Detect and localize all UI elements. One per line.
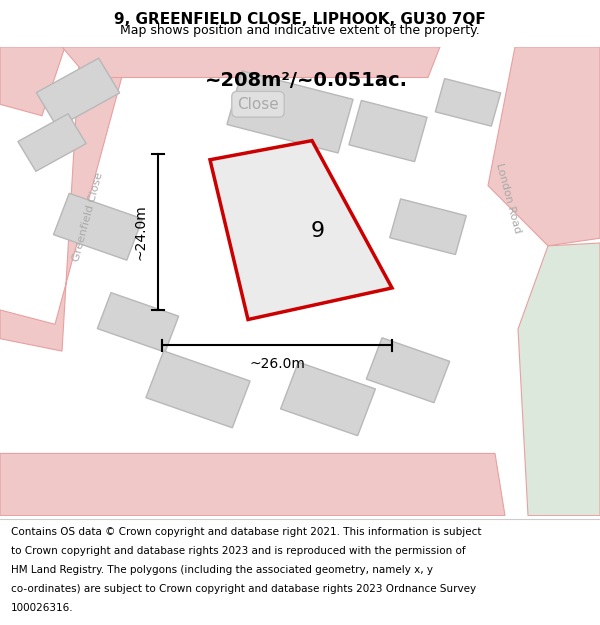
Polygon shape — [146, 351, 250, 428]
Polygon shape — [210, 141, 392, 319]
Text: Contains OS data © Crown copyright and database right 2021. This information is : Contains OS data © Crown copyright and d… — [11, 526, 481, 536]
Text: Close: Close — [237, 97, 279, 112]
Text: 100026316.: 100026316. — [11, 603, 73, 613]
Polygon shape — [281, 362, 376, 436]
Polygon shape — [390, 199, 466, 254]
Text: London Road: London Road — [494, 162, 522, 234]
Polygon shape — [0, 454, 505, 516]
Text: Greenfield Close: Greenfield Close — [71, 171, 105, 263]
Text: 9: 9 — [311, 221, 325, 241]
Polygon shape — [0, 47, 65, 116]
Polygon shape — [53, 193, 143, 260]
Polygon shape — [518, 243, 600, 516]
Text: ~24.0m: ~24.0m — [134, 204, 148, 260]
Polygon shape — [97, 292, 179, 352]
Polygon shape — [18, 114, 86, 171]
Polygon shape — [37, 58, 119, 127]
Polygon shape — [436, 79, 500, 126]
Polygon shape — [62, 47, 440, 78]
Polygon shape — [367, 338, 449, 402]
Text: co-ordinates) are subject to Crown copyright and database rights 2023 Ordnance S: co-ordinates) are subject to Crown copyr… — [11, 584, 476, 594]
Polygon shape — [488, 47, 600, 246]
Text: ~208m²/~0.051ac.: ~208m²/~0.051ac. — [205, 71, 408, 90]
Polygon shape — [227, 71, 353, 153]
Text: ~26.0m: ~26.0m — [249, 357, 305, 371]
Polygon shape — [0, 47, 130, 351]
Text: HM Land Registry. The polygons (including the associated geometry, namely x, y: HM Land Registry. The polygons (includin… — [11, 565, 433, 575]
Polygon shape — [349, 101, 427, 162]
Text: 9, GREENFIELD CLOSE, LIPHOOK, GU30 7QF: 9, GREENFIELD CLOSE, LIPHOOK, GU30 7QF — [114, 12, 486, 27]
Text: to Crown copyright and database rights 2023 and is reproduced with the permissio: to Crown copyright and database rights 2… — [11, 546, 466, 556]
Text: Map shows position and indicative extent of the property.: Map shows position and indicative extent… — [120, 24, 480, 36]
